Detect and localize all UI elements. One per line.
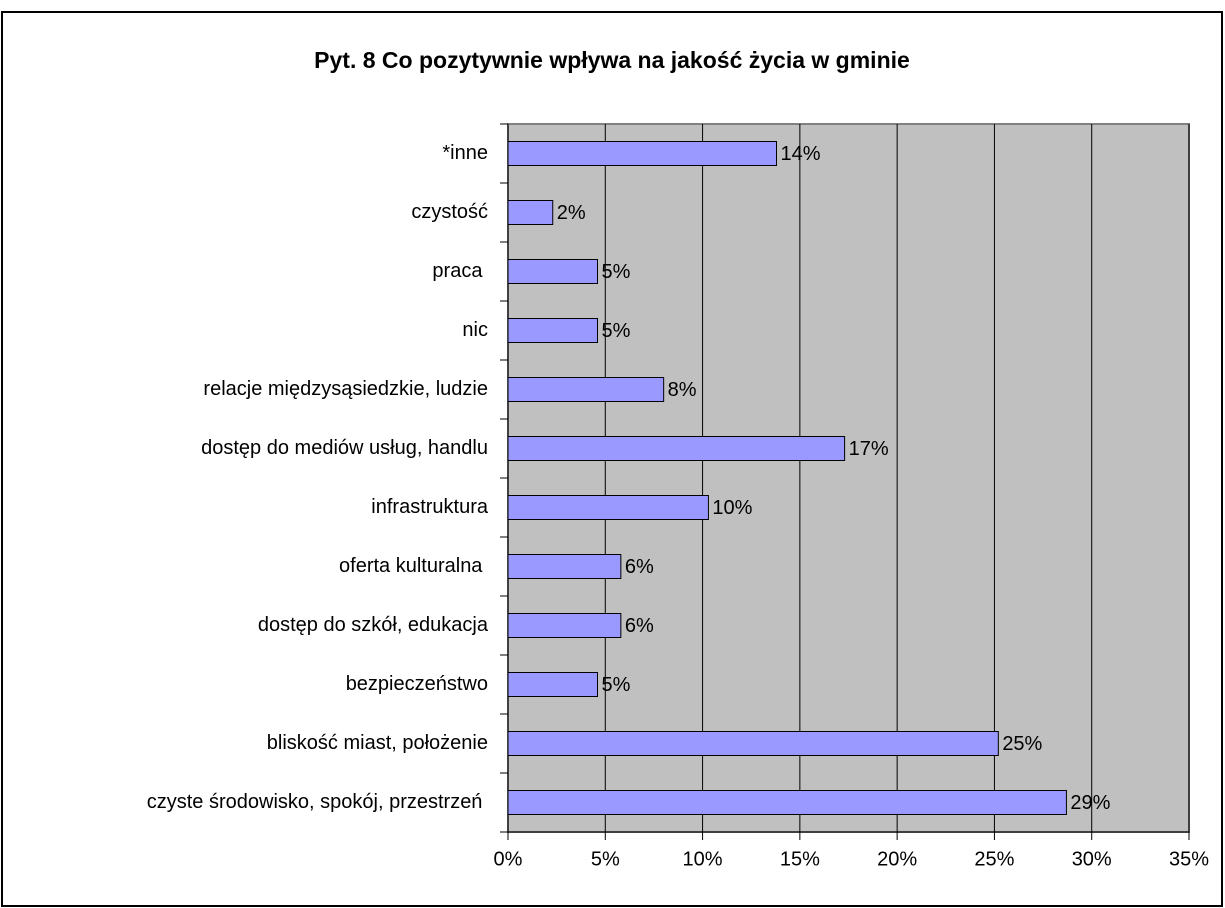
x-tick-label: 35% <box>1169 848 1209 870</box>
x-tick-label: 20% <box>877 848 917 870</box>
plot-area <box>507 123 1190 833</box>
data-label: 29% <box>1070 792 1110 814</box>
bar <box>507 554 622 579</box>
bar <box>507 377 665 402</box>
y-tick-label: dostęp do szkół, edukacja <box>258 614 489 636</box>
bar <box>507 200 554 225</box>
y-tick-label: czystość <box>411 201 488 223</box>
bar <box>507 613 622 638</box>
x-tick-label: 0% <box>494 848 523 870</box>
y-tick-label: *inne <box>442 142 488 164</box>
data-label: 5% <box>602 261 631 283</box>
y-tick-label: relacje międzysąsiedzkie, ludzie <box>203 378 488 400</box>
x-tick-label: 5% <box>591 848 620 870</box>
bar <box>507 436 846 461</box>
data-label: 5% <box>602 320 631 342</box>
y-tick-label: dostęp do mediów usług, handlu <box>201 437 488 459</box>
bar <box>507 731 999 756</box>
x-tick-label: 25% <box>974 848 1014 870</box>
bar <box>507 259 599 284</box>
x-tick-label: 15% <box>780 848 820 870</box>
bar <box>507 318 599 343</box>
x-tick-label: 10% <box>683 848 723 870</box>
y-tick-label: oferta kulturalna <box>339 555 488 577</box>
x-tick-label: 30% <box>1072 848 1112 870</box>
data-label: 17% <box>849 438 889 460</box>
bar <box>507 790 1067 815</box>
data-label: 6% <box>625 556 654 578</box>
y-tick-label: bliskość miast, położenie <box>267 732 488 754</box>
y-tick-label: praca <box>432 260 488 282</box>
data-label: 6% <box>625 615 654 637</box>
chart-title: Pyt. 8 Co pozytywnie wpływa na jakość ży… <box>314 47 910 73</box>
data-label: 10% <box>712 497 752 519</box>
y-tick-label: bezpieczeństwo <box>346 673 488 695</box>
data-label: 8% <box>668 379 697 401</box>
data-label: 2% <box>557 202 586 224</box>
data-label: 14% <box>781 143 821 165</box>
bar <box>507 672 599 697</box>
data-label: 25% <box>1002 733 1042 755</box>
y-tick-label: nic <box>462 319 488 341</box>
data-label: 5% <box>602 674 631 696</box>
y-tick-label: czyste środowisko, spokój, przestrzeń <box>147 791 488 813</box>
y-tick-label: infrastruktura <box>371 496 489 518</box>
bar <box>507 495 709 520</box>
bar <box>507 141 778 166</box>
